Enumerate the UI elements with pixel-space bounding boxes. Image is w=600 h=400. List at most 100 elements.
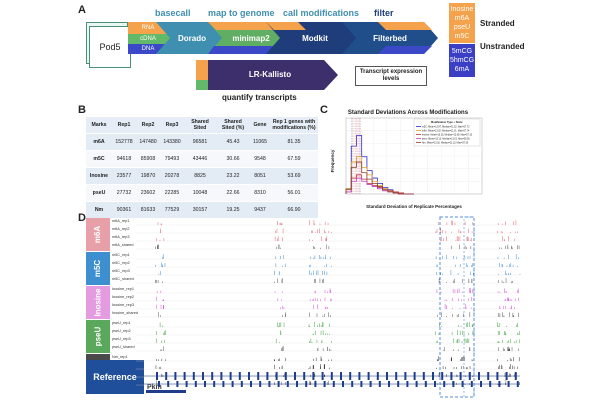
legend-entry: Nm: Mean=13.02, Median=11.10, Max=57.30 <box>422 143 469 145</box>
exon-mark <box>498 381 501 387</box>
exon-mark <box>238 372 241 380</box>
col-shared-sited-pct: Shared Sited (%) <box>216 117 250 134</box>
exon-mark <box>452 381 455 387</box>
table-cell: 19870 <box>136 167 160 185</box>
quantify-transcripts-label: quantify transcripts <box>222 93 297 102</box>
exon-mark <box>211 372 214 380</box>
exon-mark <box>240 381 243 387</box>
exon-mark <box>222 381 225 387</box>
track-label: pseU_rep2 <box>112 329 131 333</box>
exon-mark <box>461 381 464 387</box>
exon-mark <box>294 372 296 380</box>
mod-inosine: Inosine <box>450 6 474 13</box>
pod5-label: Pod5 <box>99 42 121 52</box>
exon-mark <box>220 372 223 380</box>
exon-mark <box>468 372 471 380</box>
kallisto-arrow <box>196 60 338 90</box>
mod-5hmcg: 5hmCG <box>449 57 475 64</box>
table-cell: 8310 <box>250 184 270 202</box>
dorado-chevron <box>156 22 224 54</box>
exon-mark <box>194 381 197 387</box>
track-label: pseU_rep3 <box>112 337 131 341</box>
exon-mark <box>330 372 333 380</box>
exon-mark <box>441 372 444 380</box>
exon-mark <box>229 372 232 380</box>
track-label: m6A_rep2 <box>112 227 130 231</box>
exon-mark <box>275 372 278 380</box>
track-label: Inosine_shared <box>112 311 138 315</box>
exon-mark <box>277 381 280 387</box>
tool-dorado: Dorado <box>178 33 206 43</box>
exon-mark <box>386 372 388 380</box>
table-cell: 30157 <box>184 201 216 219</box>
exon-mark <box>369 381 372 387</box>
mod-block-inosine: Inosine <box>86 286 110 319</box>
chart-legend: Modification Type + Stats: m5C: Mean=13.9… <box>413 118 481 147</box>
mod-pseu: pseU <box>453 24 471 31</box>
exon-mark <box>158 381 160 387</box>
exon-mark <box>406 381 409 387</box>
stranded-mods-box: Inosine m6A pseU m5C <box>449 3 475 43</box>
stranded-label: Stranded <box>480 19 515 28</box>
legend-entry: m5C: Mean=13.97, Median=11.52, Max=57.73 <box>422 127 470 129</box>
std-dev-chart: Standard Deviations Across Modifications… <box>330 110 483 209</box>
mod-block-pseu: pseU <box>86 320 110 353</box>
gene-model <box>146 390 186 393</box>
exon-mark <box>507 381 510 387</box>
table-cell: 8825 <box>184 167 216 185</box>
table-row: m5C 94618 85908 79493 43446 30.66 9548 67.59 <box>86 150 318 168</box>
exon-mark <box>489 381 492 387</box>
col-rep2: Rep2 <box>136 117 160 134</box>
table-cell-mark: Inosine <box>86 167 112 185</box>
exon-mark <box>351 381 354 387</box>
track-label: m6A_rep1 <box>112 219 130 223</box>
table-cell: 152778 <box>112 133 136 151</box>
col-marks: Marks <box>86 117 112 134</box>
exon-mark <box>480 381 482 387</box>
exon-mark <box>422 372 425 380</box>
step-filter: filter <box>374 8 394 18</box>
exon-mark <box>487 372 490 380</box>
legend-entry: m6A: Mean=13.02, Median=11.31, Max=57.74 <box>422 130 470 133</box>
table-cell: 11065 <box>250 133 270 151</box>
step-call-modifications: call modifications <box>283 8 360 18</box>
exon-mark <box>376 372 379 380</box>
mod-6ma: 6mA <box>454 66 470 73</box>
exon-mark <box>340 372 342 380</box>
table-cell: 45.43 <box>216 133 250 151</box>
exon-mark <box>496 372 499 380</box>
cdna-label: cDNA <box>140 36 156 42</box>
table-cell: 81633 <box>136 201 160 219</box>
reference-block: Reference <box>86 360 144 394</box>
track-label: m5C_shared <box>112 277 134 281</box>
dna-label: DNA <box>141 46 155 52</box>
rna-label: RNA <box>141 25 155 31</box>
exon-mark <box>266 372 269 380</box>
exon-mark <box>470 381 473 387</box>
track-label: pseU_shared <box>112 345 135 349</box>
legend-entry: pseu: Mean=13.13, Median=13.01, Max=55.5… <box>422 139 470 141</box>
exon-mark <box>424 381 427 387</box>
table-cell: 43446 <box>184 150 216 168</box>
exon-mark <box>516 381 519 387</box>
x-axis-label: Standard Deviation of Replicate Percenta… <box>366 204 462 209</box>
exon-mark <box>321 372 324 380</box>
tool-lr-kallisto: LR-Kallisto <box>248 69 292 79</box>
col-rep1: Rep1 <box>112 117 136 134</box>
exon-mark <box>284 372 287 380</box>
track-label: Inosine_rep2 <box>112 295 134 299</box>
table-cell: 30.66 <box>216 150 250 168</box>
exon-mark <box>314 381 317 387</box>
exon-mark <box>397 381 400 387</box>
table-cell: 143380 <box>160 133 184 151</box>
exon-mark <box>176 381 179 387</box>
table-cell: 56.01 <box>270 184 318 202</box>
exon-mark <box>342 381 344 387</box>
table-cell: 85908 <box>136 150 160 168</box>
exon-mark <box>505 372 508 380</box>
table-row: m6A 152778 147480 143380 96581 45.43 11065 81.3… <box>86 133 318 151</box>
exon-mark <box>167 381 170 387</box>
tool-filterbed: Filterbed <box>373 33 407 43</box>
series-line-4 <box>345 161 414 195</box>
exon-mark <box>185 381 188 387</box>
